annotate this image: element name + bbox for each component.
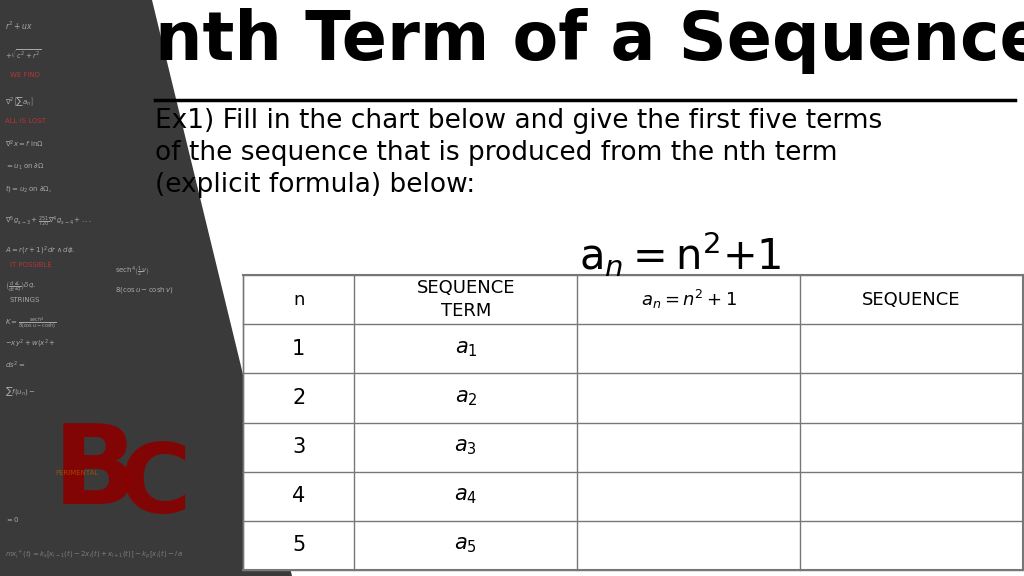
Text: SEQUENCE: SEQUENCE <box>862 290 961 309</box>
Text: $a_2$: $a_2$ <box>455 388 477 408</box>
Text: n: n <box>293 290 304 309</box>
Text: $=u_1\;\mathrm{on}\;\partial\Omega$: $=u_1\;\mathrm{on}\;\partial\Omega$ <box>5 162 45 172</box>
Text: (explicit formula) below:: (explicit formula) below: <box>155 172 475 198</box>
Text: $a_n=n^2+1$: $a_n=n^2+1$ <box>641 288 737 311</box>
Text: $a_3$: $a_3$ <box>455 437 477 457</box>
Text: 2: 2 <box>292 388 305 408</box>
Text: $=0$: $=0$ <box>5 515 19 524</box>
Text: STRINGS: STRINGS <box>10 297 40 303</box>
Text: 5: 5 <box>292 536 305 555</box>
Text: $ds^2=$: $ds^2=$ <box>5 360 26 372</box>
Text: 1: 1 <box>292 339 305 359</box>
Text: $A=r(r+1)^2\,dr\wedge d\phi.$: $A=r(r+1)^2\,dr\wedge d\phi.$ <box>5 245 75 257</box>
Text: ALL IS LOST: ALL IS LOST <box>5 118 46 124</box>
Text: $a_1$: $a_1$ <box>455 339 477 359</box>
Text: $-xy^2+w(x^2+$: $-xy^2+w(x^2+$ <box>5 338 56 350</box>
Polygon shape <box>0 0 292 576</box>
Text: $K=\frac{sech^4}{8(\cos u-\cosh)}$: $K=\frac{sech^4}{8(\cos u-\cosh)}$ <box>5 315 56 331</box>
Text: $\mathdefault{a}_n\mathdefault{=n}^2\mathdefault{+1}$: $\mathdefault{a}_n\mathdefault{=n}^2\mat… <box>579 230 781 279</box>
Text: $a_4$: $a_4$ <box>455 486 477 506</box>
Text: $a_5$: $a_5$ <box>455 536 477 555</box>
Text: IT POSSIBLE: IT POSSIBLE <box>10 262 52 268</box>
Text: of the sequence that is produced from the nth term: of the sequence that is produced from th… <box>155 140 838 166</box>
Polygon shape <box>0 0 110 576</box>
Text: $\mathrm{sech}^4\left(\frac{1}{2}v\right)$: $\mathrm{sech}^4\left(\frac{1}{2}v\right… <box>115 265 150 279</box>
Text: PERIMENTAL: PERIMENTAL <box>55 470 98 476</box>
Text: $\sum f(u_n)-$: $\sum f(u_n)-$ <box>5 385 36 398</box>
Text: 3: 3 <box>292 437 305 457</box>
Text: $\nabla^2 x=f\;\mathrm{in}\Omega$: $\nabla^2 x=f\;\mathrm{in}\Omega$ <box>5 138 44 149</box>
Text: $\left(\frac{d}{dt}\frac{\partial L}{\partial q}\right)\delta q.$: $\left(\frac{d}{dt}\frac{\partial L}{\pa… <box>5 280 36 295</box>
Text: B: B <box>52 420 137 527</box>
Text: $t)=u_2\;\mathrm{on}\;\partial\Omega,$: $t)=u_2\;\mathrm{on}\;\partial\Omega,$ <box>5 183 52 194</box>
Text: SEQUENCE
TERM: SEQUENCE TERM <box>417 279 515 320</box>
Text: $\nabla^2\left[\sum a_n\right]$: $\nabla^2\left[\sum a_n\right]$ <box>5 95 34 108</box>
Text: C: C <box>120 440 190 533</box>
Text: $mx_i^+(t)=k_s[x_{i-1}(t)-2x_i(t)+x_{i+1}(t)]-k_p[x_i(t)-i\,a$: $mx_i^+(t)=k_s[x_{i-1}(t)-2x_i(t)+x_{i+1… <box>5 548 183 560</box>
Text: $\nabla^5 g_{s-3}+\frac{251}{720}\nabla^4 g_{s-4}+...$: $\nabla^5 g_{s-3}+\frac{251}{720}\nabla^… <box>5 215 92 229</box>
Text: Ex1) Fill in the chart below and give the first five terms: Ex1) Fill in the chart below and give th… <box>155 108 883 134</box>
Text: nth Term of a Sequence: nth Term of a Sequence <box>155 8 1024 74</box>
Text: 4: 4 <box>292 486 305 506</box>
Text: $r^2+ux$: $r^2+ux$ <box>5 20 33 32</box>
Text: $+\sqrt{c^2+r^2}$: $+\sqrt{c^2+r^2}$ <box>5 48 42 62</box>
Text: $8(\cos u-\cosh v)$: $8(\cos u-\cosh v)$ <box>115 285 174 295</box>
Text: WE FIND: WE FIND <box>10 72 40 78</box>
FancyBboxPatch shape <box>243 275 1023 570</box>
